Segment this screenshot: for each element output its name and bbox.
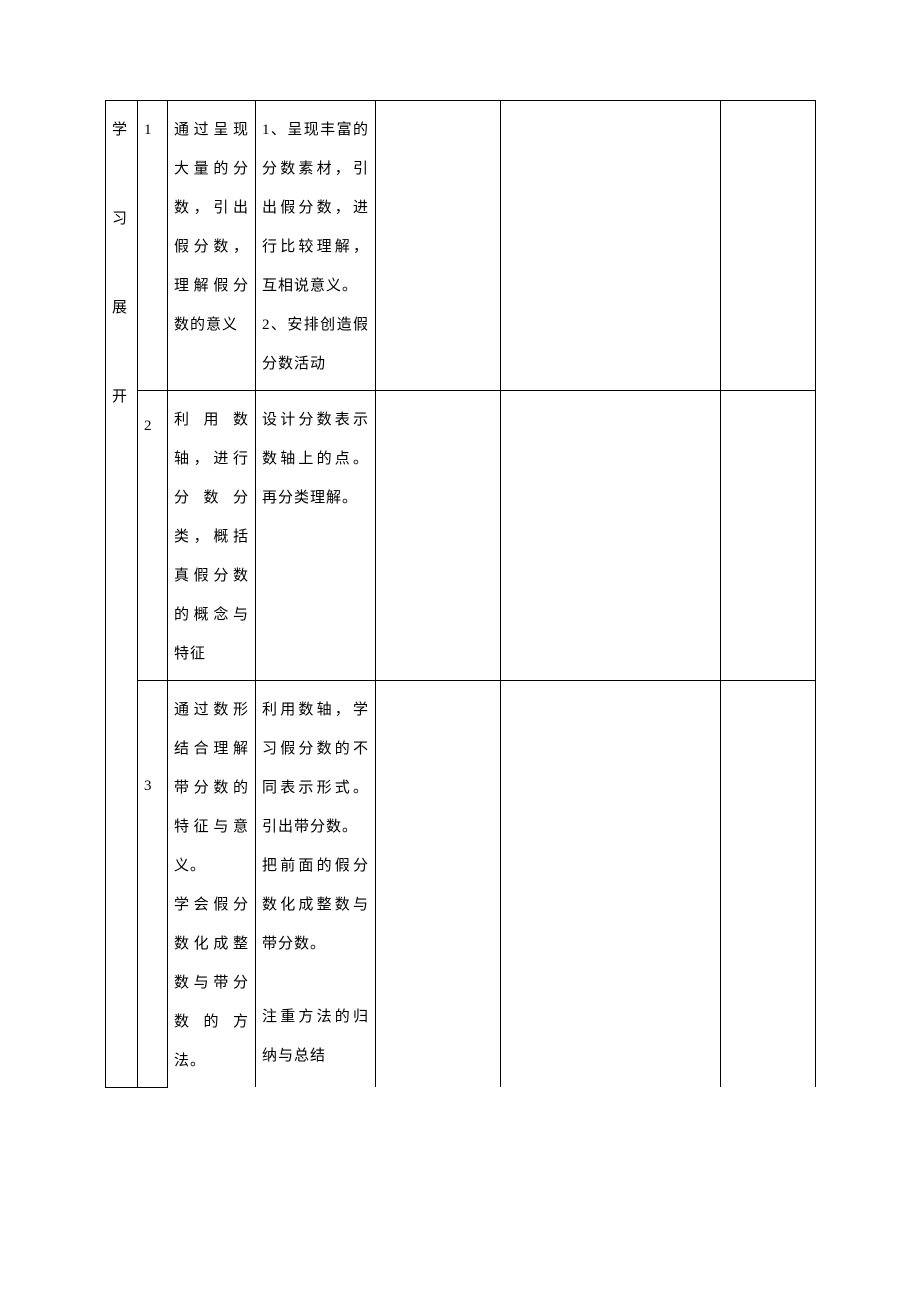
activity-cell: 利用数轴，学习假分数的不同表示形式。引出带分数。 把前面的假分数化成整数与带分数… <box>256 681 376 1088</box>
empty-cell <box>376 101 501 391</box>
activity-text: 2、安排创造假分数活动 <box>262 306 369 384</box>
empty-cell <box>376 681 501 1088</box>
step-number-cell: 2 <box>138 391 168 681</box>
empty-cell <box>501 101 721 391</box>
empty-cell <box>721 681 816 1088</box>
objective-cell: 通过呈现大量的分数，引出假分数，理解假分数的意义 <box>168 101 256 391</box>
activity-cell: 1、呈现丰富的分数素材，引出假分数，进行比较理解，互相说意义。 2、安排创造假分… <box>256 101 376 391</box>
activity-text: 1、呈现丰富的分数素材，引出假分数，进行比较理解，互相说意义。 <box>262 111 369 306</box>
section-label-char: 开 <box>112 378 131 417</box>
step-number: 1 <box>144 122 153 138</box>
table-row: 3 通过数形结合理解带分数的特征与意义。 学会假分数化成整数与带分数的方法。 利… <box>106 681 816 1088</box>
empty-cell <box>501 391 721 681</box>
lesson-plan-table: 学 习 展 开 1 通过呈现大量的分数，引出假分数，理解假分数的意义 1、呈现丰… <box>105 100 816 1088</box>
objective-text: 通过数形结合理解带分数的特征与意义。 <box>174 691 249 886</box>
step-number: 2 <box>144 418 153 434</box>
spacer <box>262 964 369 998</box>
step-number-cell: 3 <box>138 681 168 1088</box>
section-label-cell: 学 习 展 开 <box>106 101 138 1088</box>
activity-cell: 设计分数表示数轴上的点。再分类理解。 <box>256 391 376 681</box>
objective-text: 通过呈现大量的分数，引出假分数，理解假分数的意义 <box>174 111 249 345</box>
activity-text: 设计分数表示数轴上的点。再分类理解。 <box>262 401 369 518</box>
section-label-char: 习 <box>112 200 131 239</box>
table-row: 学 习 展 开 1 通过呈现大量的分数，引出假分数，理解假分数的意义 1、呈现丰… <box>106 101 816 391</box>
objective-text: 利用数轴，进行分数分类，概括真假分数的概念与特征 <box>174 401 249 674</box>
empty-cell <box>501 681 721 1088</box>
activity-text: 利用数轴，学习假分数的不同表示形式。引出带分数。 <box>262 691 369 847</box>
section-label-char: 学 <box>112 111 131 150</box>
objective-text: 学会假分数化成整数与带分数的方法。 <box>174 886 249 1081</box>
table-row: 2 利用数轴，进行分数分类，概括真假分数的概念与特征 设计分数表示数轴上的点。再… <box>106 391 816 681</box>
step-number: 3 <box>144 778 153 794</box>
activity-text: 注重方法的归纳与总结 <box>262 998 369 1076</box>
empty-cell <box>721 391 816 681</box>
objective-cell: 利用数轴，进行分数分类，概括真假分数的概念与特征 <box>168 391 256 681</box>
empty-cell <box>376 391 501 681</box>
empty-cell <box>721 101 816 391</box>
objective-cell: 通过数形结合理解带分数的特征与意义。 学会假分数化成整数与带分数的方法。 <box>168 681 256 1088</box>
activity-text: 把前面的假分数化成整数与带分数。 <box>262 847 369 964</box>
document-page: 学 习 展 开 1 通过呈现大量的分数，引出假分数，理解假分数的意义 1、呈现丰… <box>0 0 920 1302</box>
section-label-char: 展 <box>112 289 131 328</box>
step-number-cell: 1 <box>138 101 168 391</box>
